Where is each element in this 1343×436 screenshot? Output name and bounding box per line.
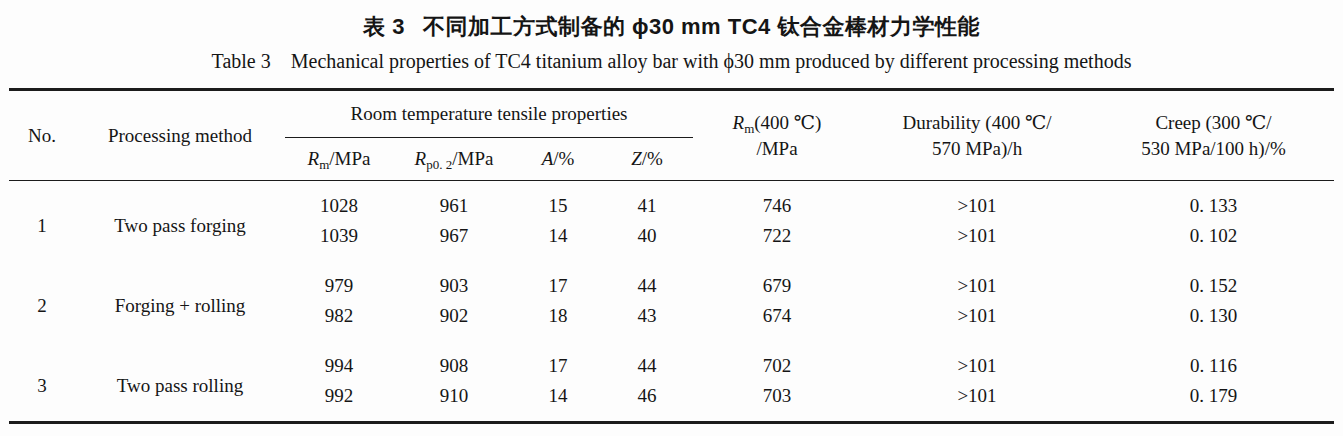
header-line-2: 570 MPa)/h [861, 136, 1093, 162]
table-caption-cn-label: 表 3 [363, 14, 405, 39]
cell-rm: 992 [285, 381, 393, 423]
cell-rm: 1039 [285, 221, 393, 261]
header-line-1: Rm(400 ℃) [693, 110, 861, 136]
col-header-reduction: Z/% [601, 138, 693, 181]
col-header-rm-400: Rm(400 ℃) /MPa [693, 90, 861, 181]
cell-reduction: 40 [601, 221, 693, 261]
cell-processing-method: Two pass forging [75, 181, 285, 262]
table-caption-chinese: 表 3 不同加工方式制备的 ϕ30 mm TC4 钛合金棒材力学性能 [0, 0, 1343, 42]
group-header-room-temperature: Room temperature tensile properties [285, 90, 693, 138]
cell-rp02: 908 [393, 341, 515, 381]
cell-no: 2 [9, 261, 75, 341]
col-header-elongation: A/% [515, 138, 601, 181]
cell-processing-method: Forging + rolling [75, 261, 285, 341]
cell-durability: >101 [861, 341, 1093, 381]
col-header-durability: Durability (400 ℃/ 570 MPa)/h [861, 90, 1093, 181]
cell-creep: 0. 152 [1093, 261, 1334, 301]
header-line-2: 530 MPa/100 h)/% [1093, 136, 1334, 162]
header-line-1: Creep (300 ℃/ [1093, 110, 1334, 136]
table-caption-english: Table 3 Mechanical properties of TC4 tita… [0, 47, 1343, 75]
col-header-rp02: Rp0. 2/MPa [393, 138, 515, 181]
col-header-no: No. [9, 90, 75, 181]
col-header-processing-method: Processing method [75, 90, 285, 181]
cell-elongation: 14 [515, 221, 601, 261]
table-row: 1 Two pass forging 1028 961 15 41 746 >1… [9, 181, 1334, 222]
cell-rm: 1028 [285, 181, 393, 222]
cell-elongation: 17 [515, 261, 601, 301]
table-caption-en-label: Table 3 [212, 50, 271, 72]
cell-reduction: 44 [601, 341, 693, 381]
cell-processing-method: Two pass rolling [75, 341, 285, 423]
table-row: 3 Two pass rolling 994 908 17 44 702 >10… [9, 341, 1334, 381]
cell-reduction: 43 [601, 301, 693, 341]
cell-rm: 979 [285, 261, 393, 301]
table-group-1: 1 Two pass forging 1028 961 15 41 746 >1… [9, 181, 1334, 262]
cell-no: 3 [9, 341, 75, 423]
cell-no: 1 [9, 181, 75, 262]
cell-rp02: 967 [393, 221, 515, 261]
cell-reduction: 41 [601, 181, 693, 222]
cell-rm-400: 703 [693, 381, 861, 423]
header-line-1: Durability (400 ℃/ [861, 110, 1093, 136]
cell-rm: 982 [285, 301, 393, 341]
cell-elongation: 18 [515, 301, 601, 341]
cell-creep: 0. 116 [1093, 341, 1334, 381]
cell-rp02: 961 [393, 181, 515, 222]
cell-rp02: 910 [393, 381, 515, 423]
table-row: 2 Forging + rolling 979 903 17 44 679 >1… [9, 261, 1334, 301]
table-group-3: 3 Two pass rolling 994 908 17 44 702 >10… [9, 341, 1334, 423]
cell-creep: 0. 133 [1093, 181, 1334, 222]
cell-elongation: 15 [515, 181, 601, 222]
cell-rm-400: 722 [693, 221, 861, 261]
cell-durability: >101 [861, 381, 1093, 423]
mechanical-properties-table: No. Processing method Room temperature t… [9, 88, 1334, 424]
cell-reduction: 46 [601, 381, 693, 423]
table-header: No. Processing method Room temperature t… [9, 90, 1334, 181]
cell-durability: >101 [861, 261, 1093, 301]
cell-creep: 0. 130 [1093, 301, 1334, 341]
cell-elongation: 14 [515, 381, 601, 423]
table-caption-en-text: Mechanical properties of TC4 titanium al… [291, 50, 1132, 72]
cell-rm-400: 746 [693, 181, 861, 222]
table-group-2: 2 Forging + rolling 979 903 17 44 679 >1… [9, 261, 1334, 341]
cell-creep: 0. 102 [1093, 221, 1334, 261]
header-line-2: /MPa [693, 136, 861, 162]
col-header-creep: Creep (300 ℃/ 530 MPa/100 h)/% [1093, 90, 1334, 181]
cell-rm-400: 679 [693, 261, 861, 301]
cell-durability: >101 [861, 181, 1093, 222]
cell-rp02: 902 [393, 301, 515, 341]
cell-durability: >101 [861, 301, 1093, 341]
cell-rm-400: 674 [693, 301, 861, 341]
cell-reduction: 44 [601, 261, 693, 301]
cell-elongation: 17 [515, 341, 601, 381]
cell-creep: 0. 179 [1093, 381, 1334, 423]
cell-rm: 994 [285, 341, 393, 381]
cell-rm-400: 702 [693, 341, 861, 381]
cell-rp02: 903 [393, 261, 515, 301]
table-caption-cn-text: 不同加工方式制备的 ϕ30 mm TC4 钛合金棒材力学性能 [423, 14, 980, 39]
cell-durability: >101 [861, 221, 1093, 261]
col-header-rm: Rm/MPa [285, 138, 393, 181]
paper-table-figure: 表 3 不同加工方式制备的 ϕ30 mm TC4 钛合金棒材力学性能 Table … [0, 0, 1343, 436]
